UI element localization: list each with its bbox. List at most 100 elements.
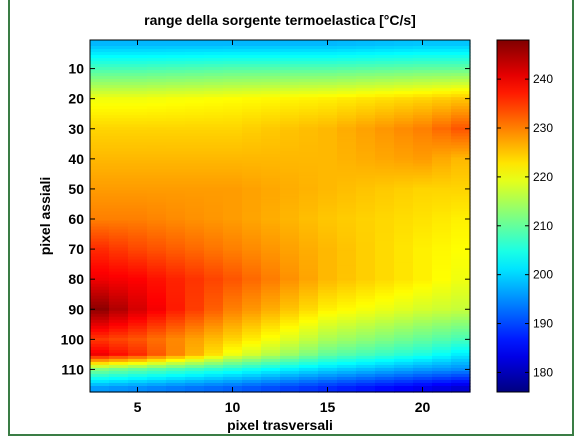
heatmap-cell [147,346,167,351]
heatmap-cell [128,211,148,216]
heatmap-cell [413,91,433,95]
heatmap-cell [375,64,395,68]
heatmap-cell [204,247,224,252]
heatmap-cell [261,352,281,357]
heatmap-cell [128,148,148,152]
heatmap-cell [337,148,357,152]
heatmap-cell [432,289,452,294]
heatmap-cell [337,346,357,351]
heatmap-cell [299,163,319,167]
heatmap-cell [337,199,357,204]
heatmap-cell [394,64,414,68]
heatmap-cell [261,319,281,324]
heatmap-cell [280,358,300,363]
heatmap-cell [261,157,281,161]
heatmap-cell [337,367,357,372]
heatmap-cell [128,226,148,231]
heatmap-cell [185,250,205,255]
heatmap-cell [90,121,110,125]
heatmap-cell [109,100,129,104]
heatmap-cell [242,106,262,110]
heatmap-cell [109,349,129,354]
heatmap-cell [90,328,110,333]
heatmap-cell [394,199,414,204]
heatmap-cell [261,316,281,321]
heatmap-cell [242,304,262,309]
heatmap-cell [147,217,167,222]
heatmap-cell [147,226,167,231]
heatmap-cell [147,130,167,134]
y-tick-label: 80 [68,271,84,287]
heatmap-cell [299,310,319,315]
heatmap-cell [166,385,186,390]
heatmap-cell [337,283,357,288]
heatmap-cell [394,103,414,107]
heatmap-cell [413,160,433,164]
heatmap-cell [204,214,224,219]
heatmap-cell [223,190,243,195]
heatmap-cell [337,223,357,228]
heatmap-cell [318,97,338,101]
heatmap-cell [356,172,376,176]
heatmap-cell [109,301,129,306]
heatmap-cell [166,199,186,204]
heatmap-cell [432,55,452,59]
heatmap-cell [185,205,205,210]
heatmap-cell [166,46,186,50]
heatmap-cell [109,376,129,381]
heatmap-cell [90,253,110,258]
heatmap-cell [109,43,129,47]
heatmap-cell [223,175,243,179]
heatmap-cell [147,112,167,116]
heatmap-cell [280,343,300,348]
heatmap-cell [413,367,433,372]
heatmap-cell [432,274,452,279]
heatmap-cell [147,145,167,149]
heatmap-cell [337,382,357,387]
heatmap-cell [375,358,395,363]
heatmap-cell [413,139,433,143]
heatmap-cell [375,136,395,140]
heatmap-cell [147,184,167,189]
heatmap-cell [242,340,262,345]
heatmap-cell [185,361,205,366]
heatmap-cell [147,361,167,366]
heatmap-cell [451,379,471,384]
heatmap-cell [394,172,414,176]
heatmap-cell [337,154,357,158]
heatmap-cell [356,241,376,246]
heatmap-cell [299,385,319,390]
heatmap-cell [356,379,376,384]
figure-border [8,0,574,436]
heatmap-cell [432,151,452,155]
heatmap-cell [166,250,186,255]
heatmap-cell [413,310,433,315]
heatmap-cell [413,76,433,80]
heatmap-cell [128,364,148,369]
heatmap-cell [451,73,471,77]
heatmap-cell [109,289,129,294]
heatmap-cell [261,274,281,279]
heatmap-cell [185,220,205,225]
heatmap-cell [261,181,281,186]
heatmap-cell [204,274,224,279]
heatmap-cell [337,271,357,276]
heatmap-cell [375,244,395,249]
heatmap-cell [356,199,376,204]
heatmap-cell [185,379,205,384]
heatmap-cell [451,295,471,300]
heatmap-cell [204,205,224,210]
heatmap-cell [451,109,471,113]
heatmap-cell [261,244,281,249]
heatmap-cell [185,100,205,104]
heatmap-cell [147,220,167,225]
heatmap-cell [375,100,395,104]
heatmap-cell [299,337,319,342]
heatmap-cell [109,382,129,387]
heatmap-cell [318,379,338,384]
heatmap-cell [109,103,129,107]
heatmap-cell [280,175,300,179]
heatmap-cell [185,229,205,234]
heatmap-cell [223,193,243,198]
heatmap-cell [204,142,224,146]
